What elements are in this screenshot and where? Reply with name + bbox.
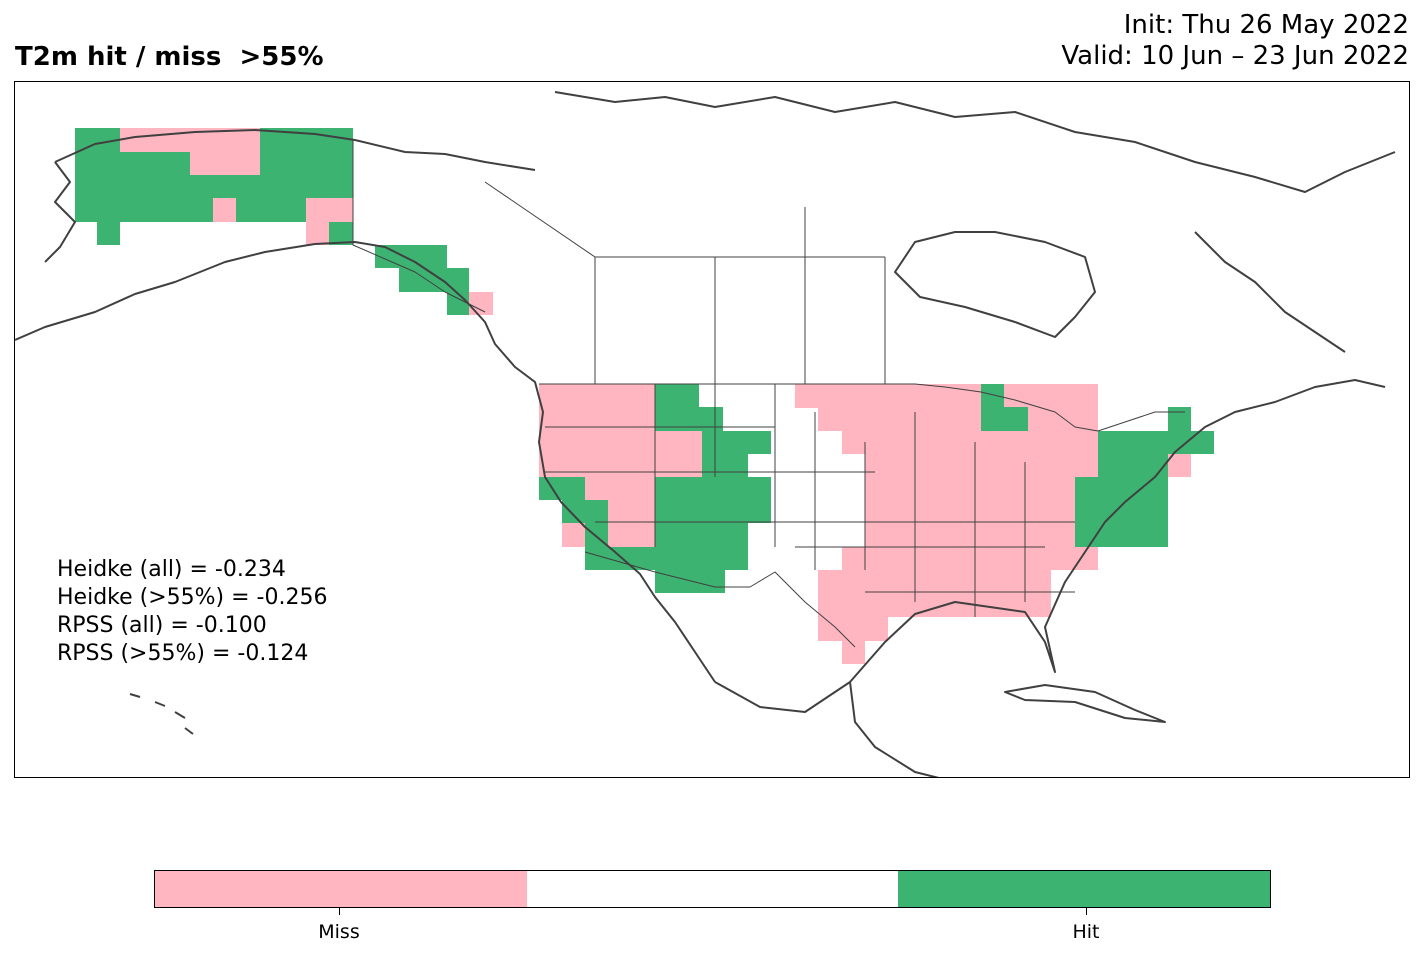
miss-cell [469, 292, 493, 315]
hit-cell [585, 547, 655, 570]
miss-cell [213, 198, 236, 222]
hit-cell [702, 431, 748, 477]
panhandle-cells [375, 245, 493, 315]
valid-range: Valid: 10 Jun – 23 Jun 2022 [1061, 41, 1409, 71]
miss-cell [562, 523, 585, 547]
colorbar-miss [155, 871, 527, 907]
us-canada-border [539, 383, 1185, 432]
miss-cell [306, 198, 353, 222]
miss-cell [818, 617, 888, 641]
borders [352, 140, 1185, 648]
alaska-cells [75, 128, 353, 245]
map-title: T2m hit / miss >55% [15, 42, 324, 72]
colorbar-label-hit: Hit [1072, 921, 1100, 943]
arctic-islands [554, 91, 1396, 193]
map-panel [14, 81, 1410, 778]
us-states [545, 384, 1075, 617]
miss-cell [306, 222, 329, 245]
hit-cell [562, 500, 585, 523]
miss-cell [842, 547, 1098, 570]
us-mexico-border [584, 551, 856, 648]
miss-cell [842, 641, 865, 664]
mexico-coast [849, 681, 940, 777]
stats-panel: Heidke (all) = -0.234 Heidke (>55%) = -0… [57, 556, 327, 668]
colorbar-tick-hit [1086, 908, 1087, 915]
conus-cells [539, 384, 1214, 664]
gulf-coast [714, 501, 1126, 713]
hit-cell [97, 222, 120, 245]
east-coast [1124, 379, 1386, 503]
hit-cell [1075, 477, 1121, 547]
heidke-55: Heidke (>55%) = -0.256 [57, 585, 328, 610]
hit-cell [655, 523, 748, 570]
alaska-north-coast [54, 129, 536, 171]
miss-cell [865, 384, 981, 547]
miss-cell [608, 500, 655, 547]
heidke-all: Heidke (all) = -0.234 [57, 557, 286, 582]
hawaii [129, 693, 194, 735]
date-info: Init: Thu 26 May 2022 Valid: 10 Jun – 23… [1061, 10, 1409, 72]
hit-cell [539, 477, 585, 500]
hudson-bay [894, 231, 1096, 338]
colorbar-label-miss: Miss [318, 921, 360, 943]
hit-cell [585, 500, 608, 547]
miss-cell [190, 152, 260, 175]
hit-cell [447, 292, 469, 315]
labrador [1194, 231, 1346, 353]
miss-cell [1168, 454, 1191, 477]
miss-cell [1075, 431, 1098, 454]
alaska-canada-border [352, 140, 486, 313]
cuba [1004, 684, 1166, 723]
colorbar [154, 870, 1271, 908]
rpss-all: RPSS (all) = -0.100 [57, 613, 267, 638]
init-date: Init: Thu 26 May 2022 [1123, 10, 1409, 40]
hit-cell [981, 407, 1028, 431]
colorbar-hit [898, 871, 1271, 907]
coastlines [15, 91, 1396, 777]
colorbar-tick-miss [339, 908, 340, 915]
hit-cell [981, 384, 1004, 407]
map-canvas [15, 91, 1396, 777]
colorbar-neutral [526, 871, 899, 907]
hit-cell [655, 384, 699, 431]
hit-cell [1191, 431, 1214, 454]
canada-provinces [484, 181, 886, 384]
miss-cell [539, 384, 655, 477]
hit-cell [399, 268, 469, 292]
hit-cell [329, 222, 353, 245]
alaska-west-coast [44, 161, 76, 263]
hit-cell [655, 570, 725, 593]
hit-cell [655, 477, 771, 523]
miss-cell [655, 431, 702, 477]
rpss-55: RPSS (>55%) = -0.124 [57, 641, 309, 666]
hit-cell [748, 431, 771, 454]
alaska-coast [15, 241, 716, 683]
